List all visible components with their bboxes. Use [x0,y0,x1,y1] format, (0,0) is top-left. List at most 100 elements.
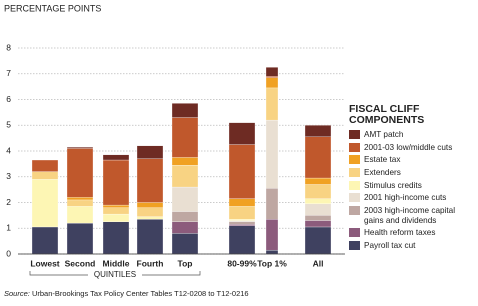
bar-segment [102,221,130,255]
bar-segment [171,211,199,222]
y-tick-label: 2 [6,197,11,207]
x-tick-label: Top 1% [257,258,287,268]
bar-segment [228,219,256,221]
bar-segment [102,207,130,215]
x-tick-label: Second [65,258,96,268]
legend-item: Extenders [349,168,477,178]
bar-segment [66,222,94,255]
legend-label: 2001 high-income cuts [364,193,447,203]
bar-segment [228,198,256,207]
bar-segment [136,216,164,220]
y-axis-label: PERCENTAGE POINTS [4,3,101,13]
bar-segment [265,67,279,77]
y-tick-label: 1 [6,223,11,233]
legend-swatch [349,155,360,165]
bar-segment [171,165,199,188]
legend-swatch [349,228,360,238]
bar-segment [228,224,256,226]
legend-label: Estate tax [364,155,401,165]
bar-segment [228,221,256,225]
bar-segment [304,198,332,204]
bar-segment [136,207,164,217]
legend-label: Payroll tax cut [364,241,416,250]
bar-segment [265,188,279,220]
source-text: Urban-Brookings Tax Policy Center Tables… [31,289,249,298]
legend-swatch [349,168,360,178]
group-label-bg [88,270,142,280]
bar-segment [304,184,332,199]
bar-segment [304,220,332,228]
x-tick-label: 80-99% [227,258,257,268]
legend-item: AMT patch [349,130,477,140]
bar-segment [228,122,256,145]
bar-segment [31,226,59,255]
legend-item: Payroll tax cut [349,241,477,251]
legend-item: Health reform taxes [349,228,477,238]
bar-segment [102,159,130,206]
bar-segment [171,186,199,212]
bar-segment [171,117,199,158]
x-tick-label: Middle [103,258,130,268]
legend-item: 2001-03 low/middle cuts [349,142,477,153]
legend-item: 2001 high-income cuts [349,193,477,203]
bar-segment [265,119,279,189]
y-tick-label: 6 [6,94,11,104]
bar-segment [228,206,256,220]
y-tick-label: 5 [6,120,11,130]
bar-segment [66,199,94,207]
bar-segment [265,219,279,251]
bar-segment [171,233,199,255]
x-tick-label: Fourth [137,258,164,268]
legend-swatch [349,206,360,216]
y-tick-label: 3 [6,171,11,181]
bar-segment [304,215,332,221]
bar-segment [304,136,332,179]
y-tick-label: 7 [6,68,11,78]
x-tick-label: All [313,258,324,268]
y-tick-label: 4 [6,145,11,155]
legend-label: Health reform taxes [364,228,436,238]
x-tick-label: Lowest [30,258,59,268]
bar-segment [66,148,94,198]
legend-swatch [349,180,360,190]
bar-segment [228,220,256,222]
bar-segment [304,125,332,137]
legend-item: 2003 high-income capital gains and divid… [349,206,477,225]
bar-segment [66,206,94,224]
bar-segment [31,171,59,180]
legend-item: Stimulus credits [349,180,477,191]
bar-segment [102,213,130,222]
legend: FISCAL CLIFF COMPONENTS AMT patch 2001-03… [349,104,477,254]
bar-segment [171,103,199,118]
bar-segment [304,203,332,216]
source: Source: Urban-Brookings Tax Policy Cente… [4,289,249,298]
legend-label: Stimulus credits [364,180,422,190]
legend-label: 2001-03 low/middle cuts [364,142,453,152]
legend-item: Estate tax [349,155,477,165]
legend-swatch [349,142,360,152]
bar-segment [102,154,130,161]
bar-segment [171,157,199,166]
bar-segment [265,249,279,255]
bar-segment [136,145,164,159]
source-label: Source: [4,289,30,298]
legend-label: AMT patch [364,130,404,139]
bar-segment [228,225,256,255]
legend-title: FISCAL CLIFF COMPONENTS [349,103,425,126]
bar-segment [136,219,164,255]
bar-segment [228,144,256,199]
legend-swatch [349,193,360,203]
legend-label: Extenders [364,168,401,178]
bar-segment [304,177,332,185]
bar-segment [136,202,164,208]
legend-swatch [349,130,360,139]
bar-segment [102,204,130,208]
bar-segment [265,77,279,89]
y-tick-label: 8 [6,42,11,52]
y-tick-label: 0 [6,248,11,258]
bar-segment [136,158,164,203]
bar-segment [265,76,279,78]
bar-segment [31,159,59,172]
